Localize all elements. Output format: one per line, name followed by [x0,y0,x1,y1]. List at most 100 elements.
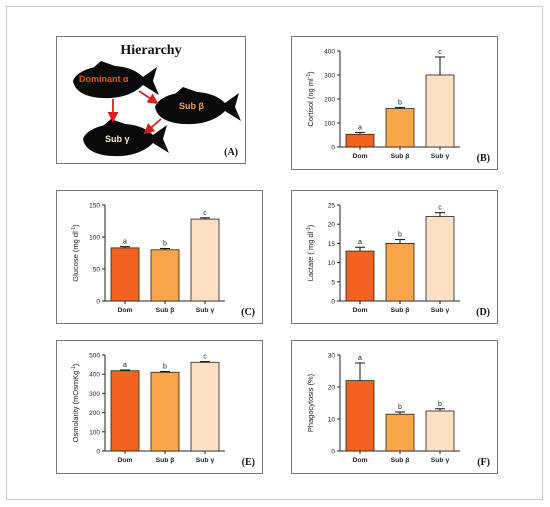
chart-b-svg: 0 100 200 300 400 Cortisol (ng ml-1) a Dom b Sub … [306,49,460,160]
x-tick-label: Dom [352,307,367,314]
y-tick-label: 15 [328,241,336,248]
x-tick-label: Sub β [391,457,410,464]
panel-f-phagocytosis: 0 10 20 30 Phagocytosis (%) a Dom b Sub β b Sub γ … [291,340,498,474]
y-axis-label: Cortisol (ng ml-1) [306,71,315,127]
panel-label-d: (D) [476,307,490,318]
y-tick-label: 20 [328,222,336,229]
y-tick-label: 300 [324,73,335,80]
y-tick-label: 0 [96,449,100,456]
x-tick-label: Sub β [391,153,410,160]
panel-a-hierarchy: Hierarchy Dominant α Sub β Sub γ (A) [56,36,246,164]
significance-letter: a [123,239,127,246]
y-tick-label: 5 [331,279,335,286]
y-tick-label: 10 [328,417,336,424]
x-tick-label: Sub β [391,307,410,314]
fish-label-sub-beta: Sub β [179,101,204,111]
y-tick-label: 30 [328,353,336,360]
bar [345,380,375,452]
bar [385,108,415,148]
x-tick-label: Dom [352,153,367,160]
x-tick-label: Sub β [156,307,175,314]
y-axis-label: Phagocytosis (%) [306,373,315,432]
y-tick-label: 150 [89,203,100,210]
panel-label-a: (A) [224,147,238,158]
bar [385,243,415,302]
fish-dominant-icon [73,61,159,99]
bar [425,410,455,452]
significance-letter: a [358,124,362,131]
bar [425,74,455,148]
significance-letter: b [163,241,167,248]
bar [190,361,220,452]
panel-label-c: (C) [241,307,255,318]
figure-frame [6,6,543,500]
y-tick-label: 500 [89,353,100,360]
x-tick-label: Sub γ [431,307,450,314]
panel-b-cortisol: 0 100 200 300 400 Cortisol (ng ml-1) a Dom b Sub … [291,36,498,170]
y-tick-label: 0 [96,299,100,306]
arrow-dom-to-beta [138,90,159,104]
panel-label-f: (F) [477,457,490,468]
y-tick-label: 100 [89,429,100,436]
x-tick-label: Dom [117,457,132,464]
bar [110,370,140,452]
significance-letter: a [358,355,362,362]
fish-label-dominant: Dominant α [79,74,129,84]
significance-letter: b [438,401,442,408]
chart-c-svg: 0 50 100 150 Glucose (mg dl-1) a Dom b Sub β c Sub… [71,203,225,314]
significance-letter: b [398,99,402,106]
y-tick-label: 25 [328,203,336,210]
y-tick-label: 300 [89,391,100,398]
y-tick-label: 0 [331,299,335,306]
y-tick-label: 0 [331,449,335,456]
significance-letter: b [398,232,402,239]
x-tick-label: Sub γ [431,457,450,464]
x-tick-label: Dom [117,307,132,314]
y-tick-label: 10 [328,260,336,267]
bar [110,247,140,302]
panel-e-osmolarity: 0 100 200 300 400 500 Osmolarity (mOsmKg-1) a Do… [56,340,263,474]
arrow-beta-to-gamma [143,118,162,135]
x-tick-label: Sub γ [196,307,215,314]
y-tick-label: 200 [324,97,335,104]
y-axis-label: Osmolarity (mOsmKg-1) [71,363,80,442]
significance-letter: a [123,362,127,369]
significance-letter: a [358,239,362,246]
significance-letter: b [398,404,402,411]
chart-e-svg: 0 100 200 300 400 500 Osmolarity (mOsmKg-1) a Do… [71,353,225,464]
x-tick-label: Sub γ [431,153,450,160]
significance-letter: c [438,49,442,56]
panel-c-glucose: 0 50 100 150 Glucose (mg dl-1) a Dom b Sub β c Sub… [56,190,263,324]
y-axis-label: Lactate ( mg dl-1) [306,224,315,281]
y-tick-label: 100 [324,121,335,128]
y-tick-label: 200 [89,410,100,417]
x-tick-label: Sub β [156,457,175,464]
chart-d-svg: 0 5 10 15 20 25 Lactate ( mg dl-1) a Dom b Sub β c S… [306,203,460,314]
significance-letter: c [203,210,207,217]
bar [190,218,220,302]
chart-f-svg: 0 10 20 30 Phagocytosis (%) a Dom b Sub β b Sub γ [306,353,460,464]
bar [385,413,415,452]
y-tick-label: 0 [331,145,335,152]
x-tick-label: Sub γ [196,457,215,464]
x-tick-label: Dom [352,457,367,464]
hierarchy-title: Hierarchy [120,43,182,58]
bar [345,133,375,148]
panel-label-e: (E) [241,457,255,468]
bar [150,371,180,452]
y-tick-label: 400 [324,49,335,56]
fish-label-sub-gamma: Sub γ [105,134,130,144]
y-axis-label: Glucose (mg dl-1) [71,224,80,282]
significance-letter: b [163,364,167,371]
significance-letter: c [203,354,207,361]
panel-d-lactate: 0 5 10 15 20 25 Lactate ( mg dl-1) a Dom b Sub β c S… [291,190,498,324]
y-tick-label: 50 [93,267,101,274]
hierarchy-diagram [73,61,241,157]
y-tick-label: 100 [89,235,100,242]
fish-sub-beta-icon [155,87,241,125]
bar [425,216,455,302]
y-tick-label: 20 [328,385,336,392]
bar [150,249,180,302]
bar [345,250,375,302]
significance-letter: c [438,205,442,212]
